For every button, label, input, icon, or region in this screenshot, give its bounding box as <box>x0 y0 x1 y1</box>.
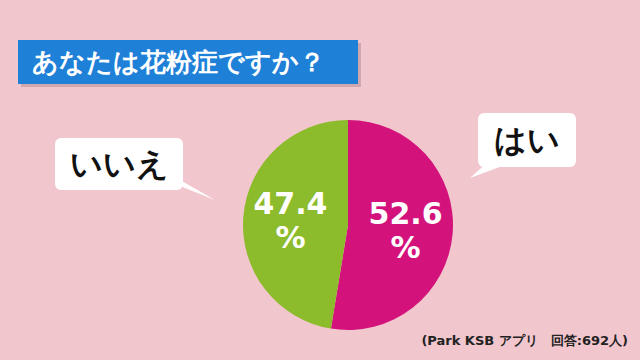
html-text:あなたは花粉症ですか？: あなたは花粉症ですか？ <box>32 47 325 77</box>
svg-text:47.4%: 47.4% <box>253 186 327 255</box>
svg-text:52.6%: 52.6% <box>369 196 443 265</box>
html-text:はい: はい <box>494 121 560 159</box>
html-text:いいえ: いいえ <box>69 145 169 183</box>
html-text:(Park KSB アプリ 回答:692人): (Park KSB アプリ 回答:692人) <box>421 333 628 348</box>
